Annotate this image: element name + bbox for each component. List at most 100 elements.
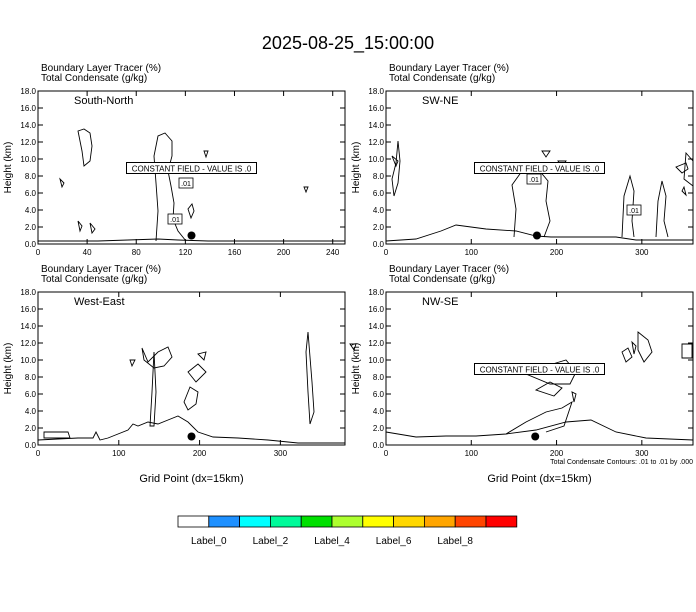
plot-frame	[385, 291, 694, 446]
contour-line	[38, 238, 345, 242]
y-tick-label: 4.0	[25, 206, 37, 215]
panel-header-line1: Boundary Layer Tracer (%)	[41, 264, 161, 275]
y-tick-label: 18.0	[368, 87, 384, 96]
contour-line	[541, 150, 551, 158]
y-tick-label: 16.0	[368, 104, 384, 113]
contour-value-label: .01	[170, 217, 180, 224]
colorbar-swatch	[485, 515, 518, 528]
y-tick-label: 12.0	[20, 339, 36, 348]
contour-line	[187, 203, 195, 220]
y-tick-label: 4.0	[373, 407, 385, 416]
y-tick-label: 0.0	[373, 240, 385, 249]
x-tick-label: 120	[179, 248, 193, 257]
constant-field-label: CONSTANT FIELD - VALUE IS .0	[132, 165, 252, 174]
location-marker	[531, 432, 540, 441]
figure-title: 2025-08-25_15:00:00	[262, 33, 434, 54]
y-tick-label: 12.0	[368, 138, 384, 147]
panels: Boundary Layer Tracer (%)Total Condensat…	[3, 63, 694, 485]
y-tick-label: 12.0	[20, 138, 36, 147]
constant-field-label: CONSTANT FIELD - VALUE IS .0	[480, 366, 600, 375]
contour-line	[391, 155, 399, 168]
y-tick-label: 6.0	[25, 390, 37, 399]
x-tick-label: 100	[465, 248, 479, 257]
contour-line	[305, 331, 315, 425]
contour-lines	[385, 331, 694, 441]
contour-line	[77, 220, 83, 233]
contour-footnote: Total Condensate Contours: .01 to .01 by…	[550, 459, 693, 466]
contour-line	[59, 177, 65, 189]
y-axis-label: Height (km)	[3, 142, 14, 194]
x-tick-label: 100	[112, 449, 126, 458]
x-tick-label: 200	[550, 248, 564, 257]
panel-nw-se: Boundary Layer Tracer (%)Total Condensat…	[351, 264, 694, 485]
contour-line	[637, 331, 653, 363]
contour-lines	[385, 140, 694, 242]
contour-line	[37, 415, 345, 444]
panel-label: South-North	[74, 95, 133, 107]
y-tick-label: 0.0	[25, 441, 37, 450]
panel-header-line1: Boundary Layer Tracer (%)	[41, 63, 161, 74]
panel-header-line1: Boundary Layer Tracer (%)	[389, 264, 509, 275]
contour-value-label: .01	[181, 181, 191, 188]
contour-lines	[38, 128, 345, 242]
y-tick-label: 16.0	[20, 104, 36, 113]
colorbar-swatch	[423, 515, 456, 528]
y-tick-label: 6.0	[373, 189, 385, 198]
plot-frame	[37, 291, 346, 446]
colorbar-label: Label_2	[253, 536, 289, 547]
panel-header-line2: Total Condensate (g/kg)	[389, 274, 495, 285]
y-tick-label: 10.0	[20, 155, 36, 164]
contour-line	[77, 128, 93, 167]
contour-line	[197, 351, 207, 361]
y-tick-label: 2.0	[25, 424, 37, 433]
y-tick-label: 8.0	[373, 172, 385, 181]
y-tick-label: 8.0	[25, 172, 37, 181]
contour-line	[43, 431, 71, 439]
x-tick-label: 0	[36, 248, 41, 257]
contour-lines	[37, 331, 357, 444]
x-tick-label: 0	[36, 449, 41, 458]
contour-line	[571, 391, 577, 403]
constant-field-box	[474, 162, 605, 174]
y-tick-label: 2.0	[25, 223, 37, 232]
contour-line	[534, 381, 563, 397]
contour-line	[683, 151, 694, 187]
x-axis-label: Grid Point (dx=15km)	[487, 473, 591, 485]
y-tick-label: 12.0	[368, 339, 384, 348]
y-tick-label: 2.0	[373, 424, 385, 433]
colorbar-label: Label_8	[437, 536, 473, 547]
x-axis-label: Grid Point (dx=15km)	[139, 473, 243, 485]
constant-field-box	[474, 363, 605, 375]
y-tick-label: 6.0	[25, 189, 37, 198]
location-marker	[187, 432, 196, 441]
panel-header-line1: Boundary Layer Tracer (%)	[389, 63, 509, 74]
x-tick-label: 200	[277, 248, 291, 257]
contour-line	[621, 174, 635, 238]
panel-header-line2: Total Condensate (g/kg)	[389, 73, 495, 84]
colorbar-label: Label_6	[376, 536, 412, 547]
contour-label-box	[167, 213, 183, 225]
y-tick-label: 10.0	[368, 356, 384, 365]
y-tick-label: 0.0	[25, 240, 37, 249]
contour-line	[141, 346, 173, 369]
contour-line	[89, 222, 96, 235]
x-tick-label: 200	[550, 449, 564, 458]
panel-label: NW-SE	[422, 296, 458, 308]
panel-header-line2: Total Condensate (g/kg)	[41, 73, 147, 84]
colorbar-swatch	[177, 515, 210, 528]
colorbar-swatch	[393, 515, 425, 528]
contour-line	[183, 386, 199, 411]
plot-frame	[37, 90, 346, 245]
contour-line	[349, 343, 357, 352]
y-tick-label: 10.0	[368, 155, 384, 164]
location-marker	[532, 231, 541, 240]
contour-line	[385, 419, 694, 441]
y-tick-label: 10.0	[20, 356, 36, 365]
y-tick-label: 8.0	[25, 373, 37, 382]
contour-line	[391, 140, 401, 197]
y-tick-label: 14.0	[368, 322, 384, 331]
panel-south-north: Boundary Layer Tracer (%)Total Condensat…	[3, 63, 346, 257]
colorbar: Label_0 Label_2 Label_4 Label_6 Label_8	[177, 515, 518, 547]
y-axis-label: Height (km)	[3, 343, 14, 395]
contour-line	[631, 340, 637, 355]
